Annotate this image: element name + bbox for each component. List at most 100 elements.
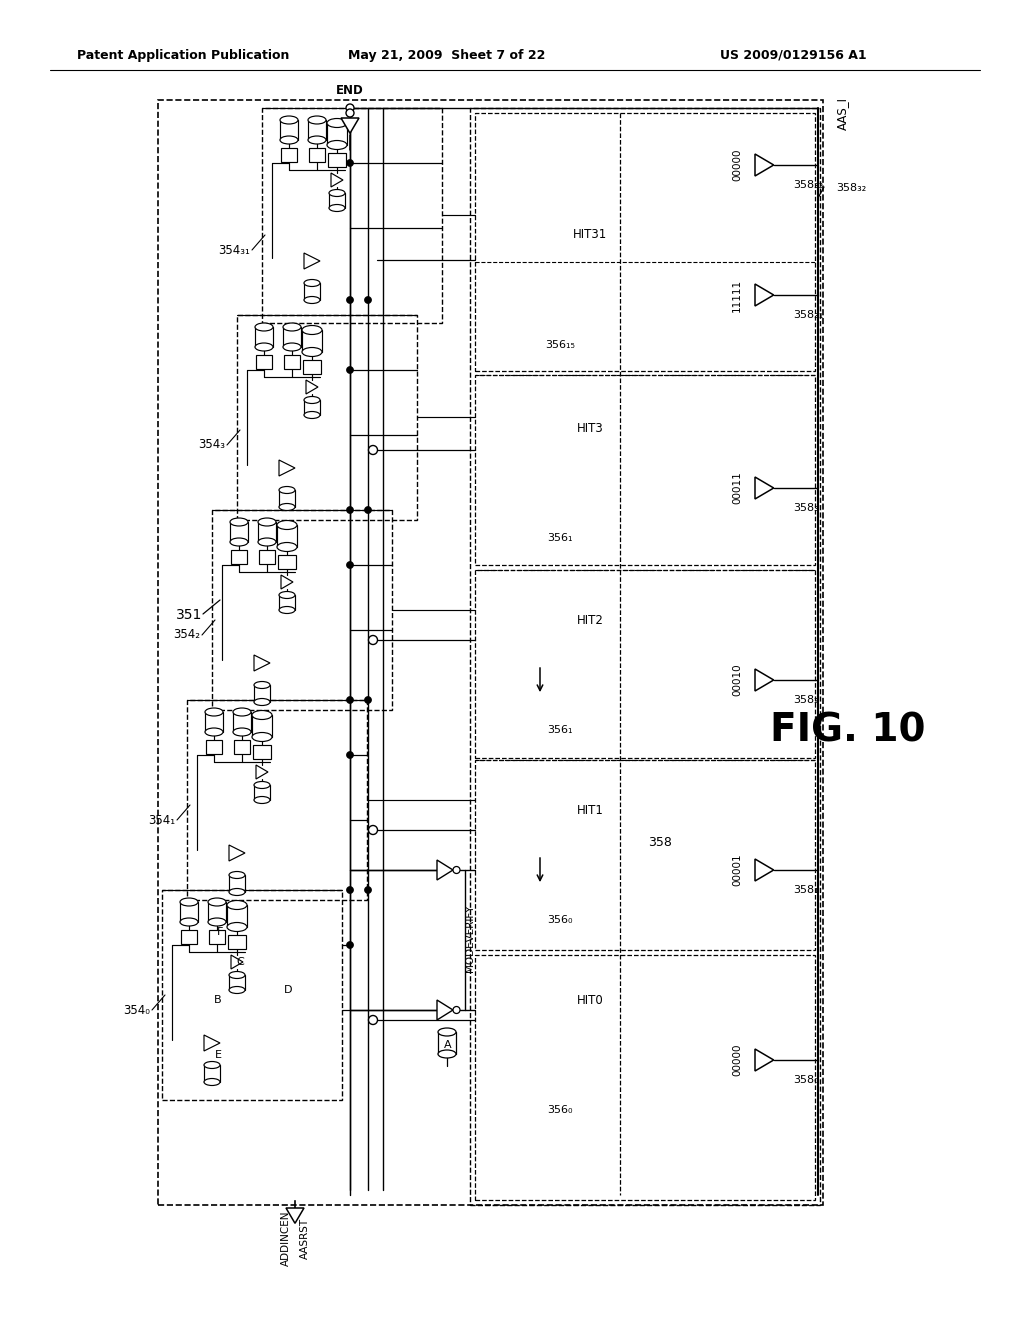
Ellipse shape <box>255 323 273 331</box>
Text: 354₁: 354₁ <box>147 813 175 826</box>
Ellipse shape <box>280 116 298 124</box>
Ellipse shape <box>283 323 301 331</box>
Ellipse shape <box>279 606 295 614</box>
Text: HIT3: HIT3 <box>577 421 603 434</box>
Bar <box>475 375 815 565</box>
Text: 358₀: 358₀ <box>793 1074 818 1085</box>
Circle shape <box>346 367 353 374</box>
Circle shape <box>369 825 378 834</box>
Circle shape <box>365 697 372 704</box>
Text: AAS_I: AAS_I <box>836 96 849 129</box>
Ellipse shape <box>230 539 248 546</box>
Ellipse shape <box>229 871 245 879</box>
Polygon shape <box>281 576 293 589</box>
Text: 356₀: 356₀ <box>547 915 572 925</box>
Polygon shape <box>755 284 774 306</box>
Bar <box>181 931 197 944</box>
Ellipse shape <box>254 698 270 705</box>
Circle shape <box>346 887 353 894</box>
Circle shape <box>346 697 353 704</box>
Bar <box>328 153 346 168</box>
Ellipse shape <box>254 681 270 689</box>
Text: 356₀: 356₀ <box>547 1105 572 1115</box>
Text: 358: 358 <box>648 837 672 850</box>
Ellipse shape <box>327 119 347 128</box>
Bar <box>256 355 272 370</box>
Polygon shape <box>755 154 774 176</box>
Text: F: F <box>217 927 223 937</box>
Circle shape <box>369 635 378 644</box>
Text: END: END <box>336 83 364 96</box>
Circle shape <box>369 1015 378 1024</box>
Text: 358₃₂: 358₃₂ <box>836 183 866 193</box>
Bar <box>162 890 342 1100</box>
Polygon shape <box>755 859 774 880</box>
Circle shape <box>346 160 353 166</box>
Ellipse shape <box>308 116 326 124</box>
Text: 356₁: 356₁ <box>547 533 572 543</box>
Text: 358₃₂: 358₃₂ <box>793 180 823 190</box>
Text: B: B <box>214 995 222 1005</box>
Polygon shape <box>254 655 270 671</box>
Bar <box>278 554 296 569</box>
Text: AASRST: AASRST <box>300 1217 310 1258</box>
Ellipse shape <box>252 733 272 742</box>
Ellipse shape <box>180 917 198 927</box>
Bar <box>231 550 247 564</box>
Bar <box>209 931 225 944</box>
Polygon shape <box>306 380 318 393</box>
Text: 00000: 00000 <box>732 149 742 181</box>
Bar <box>237 315 417 520</box>
Polygon shape <box>304 253 319 269</box>
Ellipse shape <box>233 708 251 715</box>
Circle shape <box>365 297 372 304</box>
Bar <box>475 114 815 371</box>
Text: 354₃₁: 354₃₁ <box>218 243 250 256</box>
Ellipse shape <box>208 898 226 906</box>
Text: 11111: 11111 <box>732 279 742 312</box>
Text: 00010: 00010 <box>732 664 742 697</box>
Text: 358₁: 358₁ <box>793 884 818 895</box>
Text: HIT1: HIT1 <box>577 804 603 817</box>
Ellipse shape <box>329 205 345 211</box>
Bar <box>259 550 275 564</box>
Bar <box>309 148 325 162</box>
Ellipse shape <box>229 888 245 895</box>
Ellipse shape <box>438 1028 456 1036</box>
Ellipse shape <box>227 923 247 932</box>
Ellipse shape <box>180 898 198 906</box>
Text: May 21, 2009  Sheet 7 of 22: May 21, 2009 Sheet 7 of 22 <box>348 49 546 62</box>
Text: 00001: 00001 <box>732 854 742 886</box>
Circle shape <box>453 866 460 874</box>
Text: Patent Application Publication: Patent Application Publication <box>77 49 289 62</box>
Circle shape <box>453 1006 460 1014</box>
Text: 358₃: 358₃ <box>793 503 819 513</box>
Text: 00000: 00000 <box>732 1044 742 1076</box>
Text: FIG. 10: FIG. 10 <box>770 711 926 748</box>
Ellipse shape <box>329 190 345 197</box>
Ellipse shape <box>304 280 319 286</box>
Text: US 2009/0129156 A1: US 2009/0129156 A1 <box>720 49 866 62</box>
Text: ADDINCEN: ADDINCEN <box>281 1210 291 1266</box>
Ellipse shape <box>302 347 322 356</box>
Circle shape <box>346 941 353 949</box>
Polygon shape <box>204 1035 220 1051</box>
Text: A: A <box>444 1040 452 1049</box>
Circle shape <box>346 507 353 513</box>
Text: 356₁: 356₁ <box>547 725 572 735</box>
Circle shape <box>346 110 354 117</box>
Ellipse shape <box>279 591 295 598</box>
Bar <box>475 760 815 950</box>
Ellipse shape <box>204 1078 220 1085</box>
Polygon shape <box>256 766 268 779</box>
Bar <box>284 355 300 370</box>
Bar <box>212 510 392 710</box>
Polygon shape <box>437 861 453 880</box>
Ellipse shape <box>233 729 251 737</box>
Ellipse shape <box>208 917 226 927</box>
Ellipse shape <box>280 136 298 144</box>
Text: C: C <box>237 957 244 968</box>
Ellipse shape <box>229 986 245 994</box>
Ellipse shape <box>279 503 295 511</box>
Circle shape <box>346 297 353 304</box>
